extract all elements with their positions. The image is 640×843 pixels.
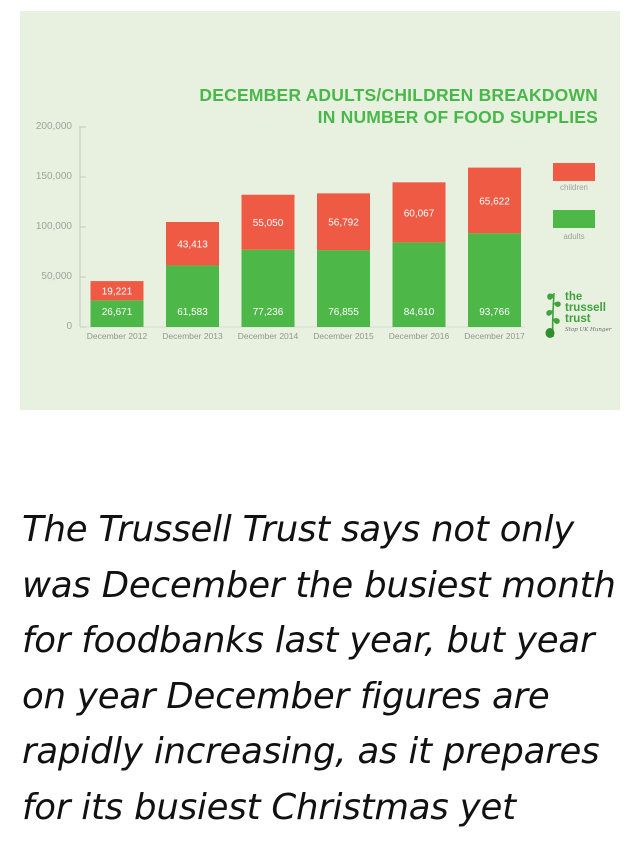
data-label-adults: 76,855 — [328, 307, 359, 318]
data-label-children: 56,792 — [328, 218, 359, 229]
legend-label-adults: adults — [563, 232, 585, 241]
x-tick-label: December 2017 — [464, 331, 525, 341]
logo-text-trust: trust — [565, 313, 591, 325]
sprout-logo-icon — [545, 292, 561, 338]
bar-adults — [166, 265, 219, 327]
x-tick-label: December 2013 — [162, 331, 223, 341]
bar-children — [241, 194, 295, 250]
chart-title-line-1: DECEMBER ADULTS/CHILDREN BREAKDOWN — [199, 85, 598, 105]
bar-adults — [317, 250, 370, 327]
logo-tagline: Stop UK Hunger — [565, 327, 612, 333]
trussell-trust-logo: the trussell trust Stop UK Hunger — [542, 283, 618, 343]
bar-adults — [468, 233, 521, 327]
bar-adults — [241, 249, 295, 327]
y-tick-label: 150,000 — [35, 171, 72, 182]
chart-plot: 26,671 19,221 61,583 43,413 77,236 55,050 76,8… — [79, 126, 525, 328]
data-label-children: 43,413 — [177, 240, 208, 251]
legend-swatch-adults — [553, 210, 595, 228]
logo-text-trussell: trussell — [565, 302, 606, 314]
y-tick-label: 0 — [66, 321, 72, 332]
x-tick-label: December 2012 — [86, 331, 148, 341]
chart-card: 26,671 19,221 61,583 43,413 77,236 55,050 76,8… — [20, 11, 620, 410]
bar-children — [166, 222, 219, 266]
legend-swatch-children — [553, 163, 595, 181]
data-label-children: 55,050 — [253, 218, 284, 229]
logo-text-the: the — [565, 291, 583, 303]
data-label-adults: 84,610 — [404, 307, 435, 318]
y-tick-label: 100,000 — [35, 221, 72, 232]
bar-children — [90, 281, 144, 301]
bar-adults — [90, 300, 144, 327]
y-tick-label: 200,000 — [35, 121, 72, 132]
y-tick-label: 50,000 — [41, 271, 72, 282]
data-label-children: 19,221 — [102, 287, 133, 298]
data-label-adults: 77,236 — [253, 307, 284, 318]
data-label-children: 60,067 — [404, 208, 435, 219]
x-tick-label: December 2015 — [313, 331, 374, 341]
data-label-adults: 26,671 — [102, 307, 133, 318]
bar-children — [392, 182, 446, 243]
chart-title-line-2: IN NUMBER OF FOOD SUPPLIES — [317, 107, 598, 127]
caption-text: The Trussell Trust says not only was Dec… — [22, 509, 616, 828]
legend-label-children: children — [559, 183, 588, 192]
bar-children — [468, 167, 521, 234]
x-tick-label: December 2016 — [388, 331, 450, 341]
data-label-adults: 93,766 — [479, 307, 510, 318]
data-label-children: 65,622 — [479, 196, 510, 207]
data-label-adults: 61,583 — [177, 307, 208, 318]
x-tick-label: December 2014 — [237, 331, 299, 341]
bar-adults — [392, 242, 446, 327]
bar-children — [317, 193, 370, 251]
